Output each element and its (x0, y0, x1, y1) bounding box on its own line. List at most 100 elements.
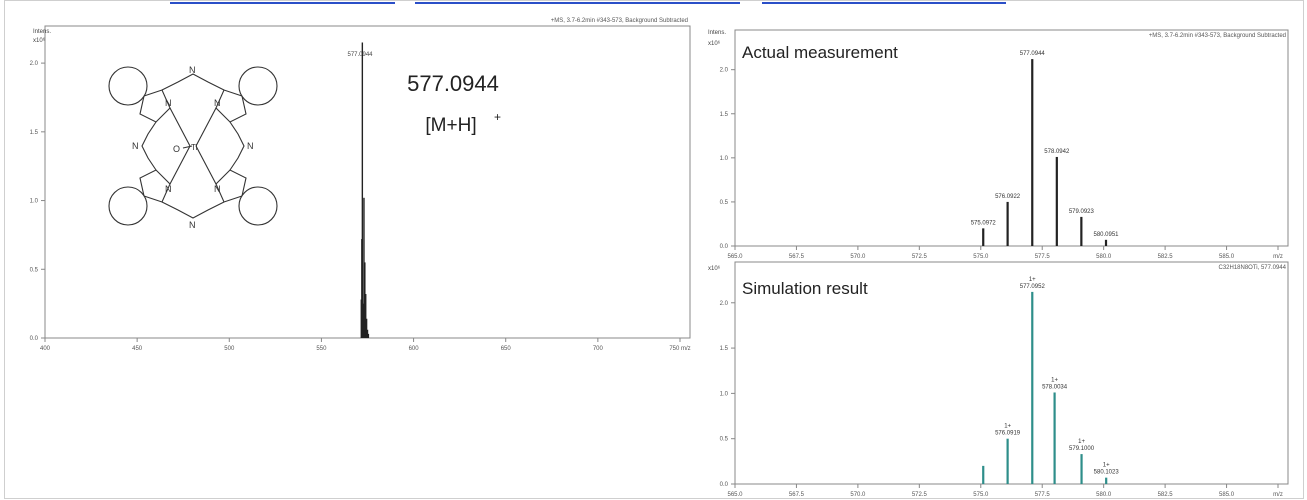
x-tick-label: 550 (316, 346, 327, 352)
y-multiplier: x10⁶ (708, 40, 721, 47)
x-tick-label: 500 (224, 346, 235, 352)
atom-label: N (165, 184, 172, 194)
y-tick-label: 0.5 (720, 200, 729, 206)
spectrum-peak (363, 197, 365, 338)
spectrum-peak (1080, 216, 1083, 246)
spectrum-peak (1104, 239, 1108, 246)
x-tick-label: 450 (132, 346, 143, 352)
x-tick-label: 585.0 (1219, 254, 1235, 260)
molecule-structure (108, 66, 278, 226)
annotation-mz: 577.0944 (407, 71, 499, 96)
atom-label: N (214, 184, 221, 194)
charge-label: 1+ (1051, 377, 1058, 383)
atom-label: N (189, 65, 196, 75)
top-link[interactable] (170, 0, 395, 4)
spectrum-peak (361, 42, 364, 338)
spectrum-peak (1080, 454, 1083, 484)
plot-frame (734, 261, 1289, 485)
spectrum-peak (367, 333, 370, 338)
peak-label: 576.0922 (995, 194, 1021, 200)
x-ticks: 400 450 500 550 600 650 700 750 m/z (40, 338, 691, 352)
y-tick-label: 0.5 (720, 437, 729, 443)
y-ticks: 0.0 0.5 1.0 1.5 2.0 (30, 61, 45, 342)
x-tick-label: 585.0 (1219, 492, 1235, 498)
y-tick-label: 2.0 (720, 68, 729, 74)
atom-label: O (173, 144, 180, 154)
spectrum-peak (366, 329, 369, 338)
x-tick-label: 600 (409, 346, 420, 352)
annotation-charge: + (494, 110, 501, 124)
y-ticks: 0.0 0.5 1.0 1.5 2.0 (720, 68, 735, 250)
y-tick-label: 0.0 (720, 244, 729, 250)
y-tick-label: 2.0 (30, 61, 39, 67)
top-links (170, 0, 1030, 10)
x-tick-label: 700 (593, 346, 604, 352)
y-tick-label: 1.0 (720, 156, 729, 162)
top-link[interactable] (415, 0, 740, 4)
charge-label: 1+ (1004, 424, 1011, 430)
y-ticks: 0.0 0.5 1.0 1.5 2.0 (720, 301, 735, 488)
spectrum-peak (1031, 291, 1034, 484)
peak-labels: 575.0972 576.0922 577.0944 578.0942 579.0923… (971, 51, 1119, 238)
spectrum-peak (1053, 392, 1056, 484)
atom-label: N (189, 220, 196, 230)
actual-measurement-panel: Intens. x10⁶ +MS, 3.7-6.2min #343-573, B… (708, 29, 1289, 260)
spectrum-peak (364, 262, 366, 338)
y-tick-label: 1.5 (30, 130, 39, 136)
x-tick-label: 570.0 (850, 492, 866, 498)
peak-label: 577.0944 (1020, 51, 1046, 57)
x-tick-label: 575.0 (973, 254, 989, 260)
peak-label: 577.0952 (1020, 284, 1046, 290)
x-tick-label: 567.5 (789, 254, 805, 260)
x-tick-label: 565.0 (727, 492, 743, 498)
peak-label: 580.0951 (1093, 232, 1119, 238)
y-multiplier: x10⁶ (708, 265, 721, 272)
y-tick-label: 1.0 (30, 199, 39, 205)
bars (360, 42, 370, 338)
y-multiplier: x10⁶ (33, 37, 46, 44)
spectrum-peak (1006, 201, 1009, 246)
x-ticks: 565.0 567.5 570.0 572.5 575.0 577.5 580.0 582.5… (727, 246, 1283, 260)
charge-label: 1+ (1078, 439, 1085, 445)
peak-labels: 576.09191+577.09521+578.00341+579.10001+… (995, 277, 1119, 476)
x-tick-label: 567.5 (789, 492, 805, 498)
y-tick-label: 0.5 (30, 267, 39, 273)
x-tick-label: 650 (501, 346, 512, 352)
spectrum-peak (1031, 59, 1034, 247)
x-tick-label: 580.0 (1096, 492, 1112, 498)
spectrum-peak (365, 294, 367, 338)
peak-label: 579.0923 (1069, 209, 1095, 215)
y-axis-label: Intens. (33, 29, 51, 35)
x-tick-label: m/z (1273, 254, 1283, 260)
bars (982, 291, 1108, 484)
y-axis-label: Intens. (708, 30, 726, 36)
atom-label: N (165, 98, 172, 108)
spectrum-peak (362, 303, 364, 338)
spectrum-peak (1105, 477, 1108, 484)
simulation-result-panel: x10⁶ C32H18N8OTi, 577.0944 Simulation re… (708, 261, 1289, 498)
peak-label: 576.0919 (995, 431, 1021, 437)
spectrum-peak (982, 465, 985, 484)
x-tick-label: 750 m/z (669, 346, 690, 352)
x-tick-label: 575.0 (973, 492, 989, 498)
top-link[interactable] (762, 0, 1006, 4)
y-tick-label: 1.0 (720, 391, 729, 397)
peak-label: 578.0034 (1042, 384, 1068, 390)
bars (982, 59, 1108, 247)
x-tick-label: 572.5 (912, 254, 928, 260)
atom-label: N (132, 141, 139, 151)
spectrum-peak (365, 318, 368, 338)
x-tick-label: 580.0 (1096, 254, 1112, 260)
x-tick-label: 565.0 (727, 254, 743, 260)
y-tick-label: 0.0 (720, 482, 729, 488)
x-ticks: 565.0 567.5 570.0 572.5 575.0 577.5 580.0 582.5… (727, 484, 1283, 498)
atom-label: N (214, 98, 221, 108)
panel-title: Simulation result (742, 279, 868, 298)
peak-label: 578.0942 (1044, 149, 1070, 155)
annotation-ion: [M+H] (425, 115, 476, 136)
atom-label: Ti (191, 143, 198, 152)
x-tick-label: 570.0 (850, 254, 866, 260)
spectrum-peak (1006, 438, 1009, 484)
spectrum-header: +MS, 3.7-6.2min #343-573, Background Sub… (1149, 33, 1286, 39)
